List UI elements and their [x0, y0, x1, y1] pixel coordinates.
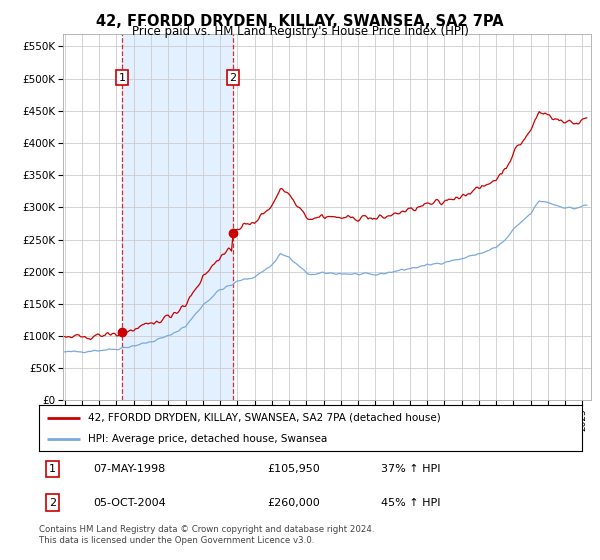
Text: 1: 1 — [119, 73, 125, 83]
Bar — [122, 34, 233, 400]
Text: 2: 2 — [229, 73, 236, 83]
Text: Price paid vs. HM Land Registry's House Price Index (HPI): Price paid vs. HM Land Registry's House … — [131, 25, 469, 38]
Text: 1: 1 — [49, 464, 56, 474]
Text: £260,000: £260,000 — [267, 498, 320, 507]
Text: 05-OCT-2004: 05-OCT-2004 — [94, 498, 166, 507]
Text: 42, FFORDD DRYDEN, KILLAY, SWANSEA, SA2 7PA: 42, FFORDD DRYDEN, KILLAY, SWANSEA, SA2 … — [96, 14, 504, 29]
Text: 42, FFORDD DRYDEN, KILLAY, SWANSEA, SA2 7PA (detached house): 42, FFORDD DRYDEN, KILLAY, SWANSEA, SA2 … — [88, 413, 440, 423]
Text: HPI: Average price, detached house, Swansea: HPI: Average price, detached house, Swan… — [88, 435, 327, 444]
Text: 45% ↑ HPI: 45% ↑ HPI — [381, 498, 440, 507]
Text: £105,950: £105,950 — [267, 464, 320, 474]
Text: 07-MAY-1998: 07-MAY-1998 — [94, 464, 166, 474]
Text: Contains HM Land Registry data © Crown copyright and database right 2024.
This d: Contains HM Land Registry data © Crown c… — [39, 525, 374, 545]
Text: 37% ↑ HPI: 37% ↑ HPI — [381, 464, 440, 474]
Text: 2: 2 — [49, 498, 56, 507]
